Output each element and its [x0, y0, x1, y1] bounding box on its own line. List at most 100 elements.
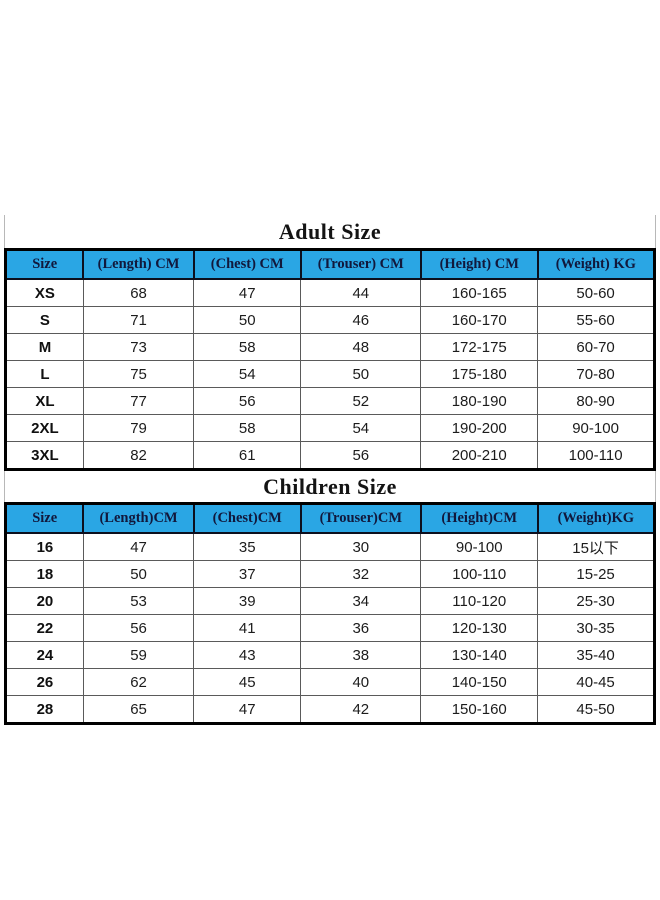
value-cell: 200-210	[420, 441, 539, 470]
value-cell: 190-200	[420, 414, 539, 442]
size-cell: 22	[5, 614, 84, 642]
value-cell: 77	[82, 387, 195, 415]
size-cell: XS	[5, 278, 84, 307]
column-header-weight: (Weight) KG	[536, 248, 656, 280]
table-row: 20 53 39 34 110-120 25-30	[5, 587, 655, 615]
value-cell: 40-45	[537, 668, 655, 696]
value-cell: 54	[193, 360, 302, 388]
column-header-height: (Height)CM	[419, 502, 539, 534]
value-cell: 54	[300, 414, 422, 442]
value-cell: 42	[300, 695, 422, 724]
value-cell: 56	[300, 441, 422, 470]
value-cell: 130-140	[420, 641, 539, 669]
value-cell: 61	[193, 441, 302, 470]
value-cell: 120-130	[420, 614, 539, 642]
value-cell: 15以下	[537, 532, 655, 561]
adult-size-table: Size (Length) CM (Chest) CM (Trouser) CM…	[4, 248, 656, 471]
value-cell: 30-35	[537, 614, 655, 642]
size-cell: L	[5, 360, 84, 388]
value-cell: 34	[300, 587, 422, 615]
column-header-height: (Height) CM	[419, 248, 539, 280]
size-chart-sheet: Adult Size Size (Length) CM (Chest) CM (…	[4, 215, 656, 725]
value-cell: 30	[300, 532, 422, 561]
value-cell: 52	[300, 387, 422, 415]
value-cell: 90-100	[537, 414, 655, 442]
children-size-title: Children Size	[263, 474, 397, 499]
value-cell: 56	[82, 614, 195, 642]
table-row: L 75 54 50 175-180 70-80	[5, 360, 655, 388]
table-row: M 73 58 48 172-175 60-70	[5, 333, 655, 361]
value-cell: 47	[193, 695, 302, 724]
value-cell: 35-40	[537, 641, 655, 669]
value-cell: 45	[193, 668, 302, 696]
value-cell: 37	[193, 560, 302, 588]
value-cell: 140-150	[420, 668, 539, 696]
value-cell: 50-60	[537, 278, 655, 307]
size-cell: 28	[5, 695, 84, 724]
value-cell: 56	[193, 387, 302, 415]
size-cell: M	[5, 333, 84, 361]
table-row: 28 65 47 42 150-160 45-50	[5, 695, 655, 724]
value-cell: 100-110	[420, 560, 539, 588]
value-cell: 70-80	[537, 360, 655, 388]
value-cell: 55-60	[537, 306, 655, 334]
value-cell: 62	[82, 668, 195, 696]
value-cell: 160-170	[420, 306, 539, 334]
value-cell: 40	[300, 668, 422, 696]
value-cell: 46	[300, 306, 422, 334]
value-cell: 175-180	[420, 360, 539, 388]
column-header-weight: (Weight)KG	[536, 502, 656, 534]
value-cell: 150-160	[420, 695, 539, 724]
column-header-trouser: (Trouser) CM	[299, 248, 422, 280]
children-size-title-block: Children Size	[4, 471, 656, 502]
value-cell: 36	[300, 614, 422, 642]
table-row: 2XL 79 58 54 190-200 90-100	[5, 414, 655, 442]
value-cell: 59	[82, 641, 195, 669]
size-cell: 3XL	[5, 441, 84, 470]
column-header-length: (Length)CM	[82, 502, 195, 534]
size-cell: 20	[5, 587, 84, 615]
value-cell: 45-50	[537, 695, 655, 724]
size-cell: 24	[5, 641, 84, 669]
table-row: 24 59 43 38 130-140 35-40	[5, 641, 655, 669]
value-cell: 15-25	[537, 560, 655, 588]
children-size-table: Size (Length)CM (Chest)CM (Trouser)CM (H…	[4, 502, 656, 725]
column-header-length: (Length) CM	[82, 248, 195, 280]
value-cell: 44	[300, 278, 422, 307]
size-cell: 16	[5, 532, 84, 561]
value-cell: 180-190	[420, 387, 539, 415]
value-cell: 47	[82, 532, 195, 561]
value-cell: 79	[82, 414, 195, 442]
value-cell: 68	[82, 278, 195, 307]
value-cell: 100-110	[537, 441, 655, 470]
adult-size-title: Adult Size	[278, 219, 382, 244]
value-cell: 41	[193, 614, 302, 642]
value-cell: 160-165	[420, 278, 539, 307]
value-cell: 43	[193, 641, 302, 669]
table-row: XS 68 47 44 160-165 50-60	[5, 278, 655, 307]
value-cell: 48	[300, 333, 422, 361]
value-cell: 60-70	[537, 333, 655, 361]
column-header-chest: (Chest)CM	[192, 502, 302, 534]
value-cell: 50	[300, 360, 422, 388]
value-cell: 58	[193, 333, 302, 361]
value-cell: 65	[82, 695, 195, 724]
value-cell: 71	[82, 306, 195, 334]
size-cell: XL	[5, 387, 84, 415]
column-header-chest: (Chest) CM	[192, 248, 302, 280]
adult-header-row: Size (Length) CM (Chest) CM (Trouser) CM…	[4, 248, 656, 280]
table-row: 16 47 35 30 90-100 15以下	[5, 532, 655, 561]
value-cell: 50	[82, 560, 195, 588]
table-row: 26 62 45 40 140-150 40-45	[5, 668, 655, 696]
table-row: S 71 50 46 160-170 55-60	[5, 306, 655, 334]
size-cell: 26	[5, 668, 84, 696]
size-cell: 2XL	[5, 414, 84, 442]
value-cell: 47	[193, 278, 302, 307]
value-cell: 110-120	[420, 587, 539, 615]
column-header-trouser: (Trouser)CM	[299, 502, 422, 534]
value-cell: 35	[193, 532, 302, 561]
table-row: 3XL 82 61 56 200-210 100-110	[5, 441, 655, 470]
value-cell: 172-175	[420, 333, 539, 361]
column-header-size: Size	[4, 248, 85, 280]
children-header-row: Size (Length)CM (Chest)CM (Trouser)CM (H…	[4, 502, 656, 534]
